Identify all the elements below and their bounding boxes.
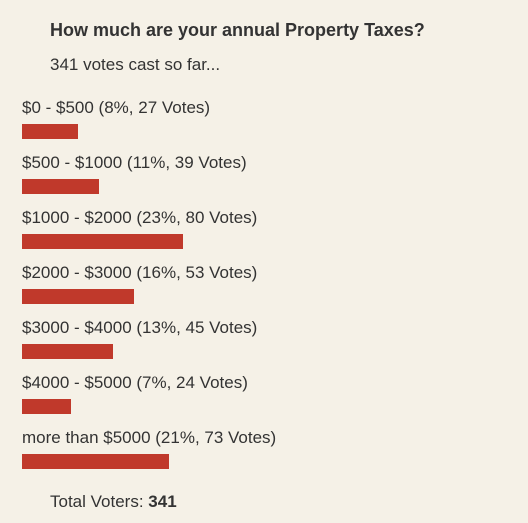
poll-option-bar: [22, 289, 134, 304]
poll-option-label: $1000 - $2000 (23%, 80 Votes): [22, 207, 506, 230]
poll-option-label: $3000 - $4000 (13%, 45 Votes): [22, 317, 506, 340]
poll-option-bar: [22, 344, 113, 359]
poll-options-container: $0 - $500 (8%, 27 Votes) $500 - $1000 (11…: [22, 97, 506, 469]
poll-option: $1000 - $2000 (23%, 80 Votes): [22, 207, 506, 249]
poll-option: $3000 - $4000 (13%, 45 Votes): [22, 317, 506, 359]
poll-option-label: $0 - $500 (8%, 27 Votes): [22, 97, 506, 120]
poll-option: $4000 - $5000 (7%, 24 Votes): [22, 372, 506, 414]
poll-option-bar: [22, 454, 169, 469]
poll-subtitle: 341 votes cast so far...: [50, 54, 506, 77]
poll-option: $0 - $500 (8%, 27 Votes): [22, 97, 506, 139]
poll-option-bar: [22, 124, 78, 139]
poll-total-label: Total Voters:: [50, 492, 148, 511]
poll-option-bar: [22, 399, 71, 414]
poll-title: How much are your annual Property Taxes?: [50, 18, 506, 42]
poll-option-label: more than $5000 (21%, 73 Votes): [22, 427, 506, 450]
poll-total: Total Voters: 341: [50, 491, 506, 514]
poll-option: more than $5000 (21%, 73 Votes): [22, 427, 506, 469]
poll-option-label: $4000 - $5000 (7%, 24 Votes): [22, 372, 506, 395]
poll-option: $2000 - $3000 (16%, 53 Votes): [22, 262, 506, 304]
poll-option-label: $500 - $1000 (11%, 39 Votes): [22, 152, 506, 175]
poll-option-label: $2000 - $3000 (16%, 53 Votes): [22, 262, 506, 285]
poll-option: $500 - $1000 (11%, 39 Votes): [22, 152, 506, 194]
poll-total-value: 341: [148, 492, 176, 511]
poll-option-bar: [22, 179, 99, 194]
poll-option-bar: [22, 234, 183, 249]
